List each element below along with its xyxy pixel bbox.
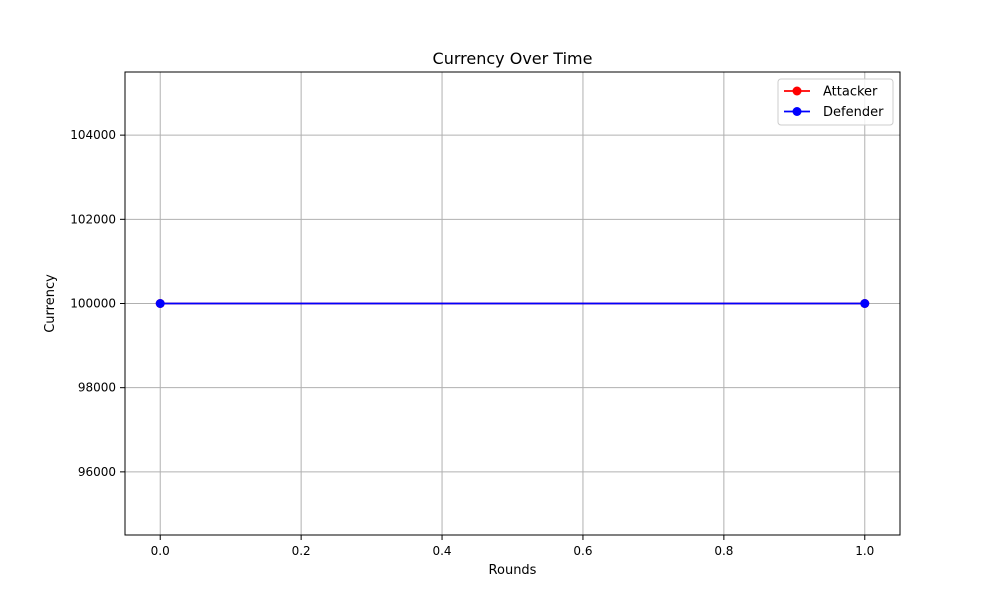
defender-legend-label: Defender — [823, 105, 884, 120]
x-tick-label: 0.6 — [573, 544, 592, 558]
y-axis-ticks: 96000 98000 100000 102000 104000 — [70, 128, 125, 479]
x-tick-label: 0.4 — [432, 544, 451, 558]
x-tick-label: 0.8 — [714, 544, 733, 558]
x-tick-label: 0.0 — [151, 544, 170, 558]
defender-data-point — [155, 299, 165, 308]
y-tick-label: 104000 — [70, 128, 116, 142]
x-axis-label: Rounds — [489, 563, 537, 578]
series-layer — [155, 299, 870, 308]
defender-legend-marker — [792, 107, 802, 116]
chart-title: Currency Over Time — [433, 49, 593, 68]
x-tick-label: 0.2 — [292, 544, 311, 558]
y-tick-label: 98000 — [78, 381, 116, 395]
legend: Attacker Defender — [777, 78, 894, 126]
y-axis-label: Currency — [43, 274, 58, 333]
y-tick-label: 102000 — [70, 212, 116, 226]
x-axis-ticks: 0.0 0.2 0.4 0.6 0.8 1.0 — [151, 535, 874, 558]
y-tick-label: 100000 — [70, 297, 116, 311]
attacker-legend-label: Attacker — [823, 85, 878, 100]
defender-data-point — [860, 299, 870, 308]
y-tick-label: 96000 — [78, 465, 116, 479]
x-tick-label: 1.0 — [855, 544, 874, 558]
attacker-legend-marker — [792, 86, 802, 96]
